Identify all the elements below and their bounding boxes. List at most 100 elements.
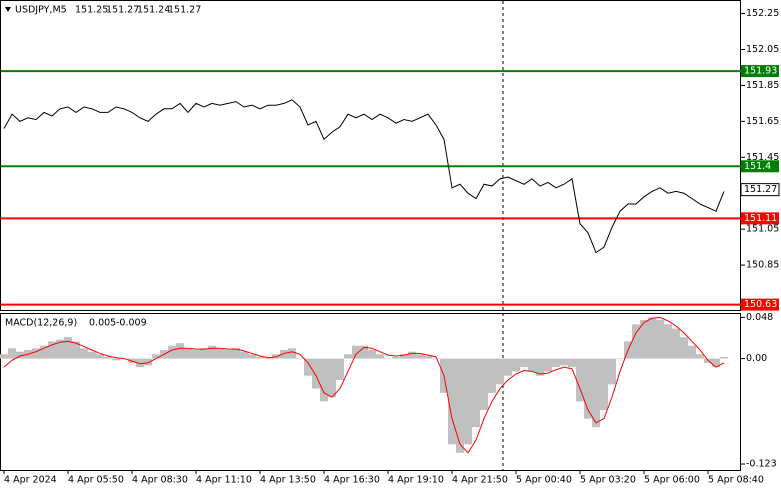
y-tick-label: 152.25 [746,8,779,19]
histogram-bar [296,358,304,360]
level-label-bg [741,65,779,78]
histogram-bar [40,345,48,359]
histogram-bar [232,348,240,359]
histogram-bar [432,358,440,360]
histogram-bar [136,358,144,368]
histogram-bar [584,358,592,419]
histogram-bar [64,337,72,359]
ohlc-low: 151.24 [137,5,170,16]
ohlc-close: 151.27 [168,5,201,16]
histogram-bar [576,358,584,402]
macd-reading: 0.005 [89,318,116,329]
histogram-bar [56,339,64,359]
price-line [3,99,725,254]
x-tick-label: 4 Apr 21:50 [452,475,508,486]
histogram-bar [384,358,392,360]
histogram-bar [424,356,432,359]
histogram-bar [600,358,608,410]
x-tick-label: 4 Apr 16:30 [324,475,380,486]
histogram-bar [416,354,424,359]
symbol: USDJPY,M5 [15,5,67,16]
histogram-bar [304,358,312,376]
y-tick-label: 151.45 [746,152,779,163]
current-price-bg [740,183,780,197]
current-price-label: 151.27 [744,184,777,195]
x-tick-label: 4 Apr 13:50 [260,475,316,486]
histogram-bar [648,317,656,359]
histogram-bar [680,337,688,359]
menu-arrow [5,7,11,12]
histogram-bar [216,348,224,359]
y-tick-label: 150.85 [746,260,779,271]
x-tick-label: 4 Apr 11:10 [196,475,252,486]
histogram-bar [328,358,336,398]
histogram-bar [360,345,368,359]
histogram-bar [712,358,720,368]
histogram-bar [592,358,600,428]
signal-line [3,316,725,454]
histogram-bar [192,350,200,359]
histogram-bar [664,324,672,359]
level-label: 151.93 [744,66,777,77]
histogram-bar [144,358,152,366]
level-label-bg [741,212,779,225]
histogram-bar [288,348,296,359]
price-panel [0,0,741,311]
histogram-bar [672,328,680,359]
histogram-bar [512,358,520,372]
histogram-bar [400,354,408,359]
histogram-bar [448,358,456,445]
histogram-bar [352,345,360,359]
macd-panel [0,313,741,471]
histogram-bar [96,354,104,359]
histogram-bar [632,324,640,359]
histogram-bar [392,356,400,359]
histogram-bar [520,358,528,368]
y-tick-label: 151.05 [746,224,779,235]
histogram-bar [616,358,624,360]
histogram-bar [544,358,552,372]
histogram-bar [480,358,488,410]
histogram-bar [184,348,192,359]
histogram-bar [168,345,176,359]
macd-title: MACD(12,26,9) [5,318,77,329]
histogram-bar [104,356,112,359]
histogram-bar [240,351,248,359]
y-tick-label: 151.65 [746,116,779,127]
level-label: 150.63 [744,299,777,310]
histogram-bar [472,358,480,428]
histogram-bar [368,350,376,359]
histogram-bar [640,320,648,359]
histogram-bar [320,358,328,402]
x-tick-label: 5 Apr 06:00 [644,475,700,486]
histogram-bar [152,354,160,359]
x-tick-label: 4 Apr 05:50 [68,475,124,486]
histogram-bar [48,341,56,359]
histogram-bar [16,351,24,359]
histogram-bar [0,354,8,359]
histogram-bar [608,358,616,385]
y-tick-label: 152.05 [746,44,779,55]
y-tick-label: 151.85 [746,80,779,91]
histogram-bar [344,354,352,359]
histogram-bar [336,358,344,380]
histogram-bar [560,358,568,366]
histogram-bar [464,358,472,445]
histogram-bar [224,350,232,359]
ohlc-open: 151.25 [75,5,108,16]
y-tick-label: 0.00 [746,353,767,364]
histogram-bar [720,356,728,359]
histogram-bar [176,343,184,359]
histogram-bar [696,354,704,359]
histogram-bar [256,356,264,359]
histogram-bar [496,358,504,385]
x-tick-label: 5 Apr 08:40 [708,475,764,486]
histogram-bar [456,358,464,453]
histogram-bar [72,341,80,359]
signal-reading: -0.009 [116,318,147,329]
histogram-bar [504,358,512,376]
level-label-bg [741,160,779,173]
histogram-bar [488,358,496,393]
x-tick-label: 4 Apr 2024 [4,475,57,486]
